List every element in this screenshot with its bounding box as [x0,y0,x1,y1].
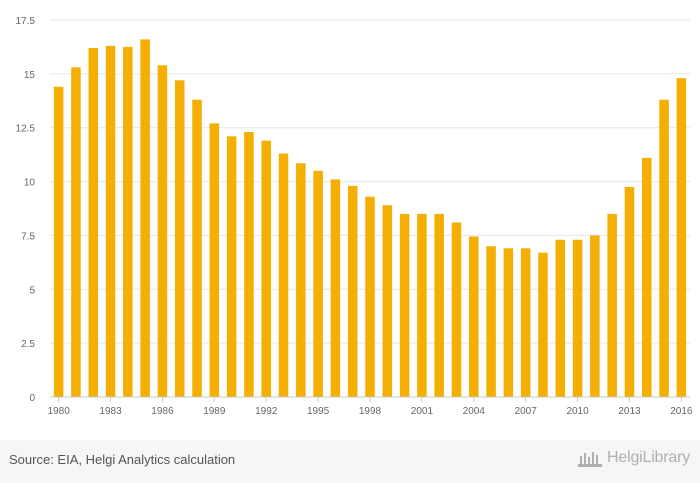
bar-2007 [520,248,531,397]
bar-1984 [123,46,133,398]
bar-1999 [382,205,393,397]
x-tick-label: 2010 [566,406,589,417]
bar-1990 [226,136,237,397]
x-tick-label: 2004 [463,406,486,417]
y-tick-label: 17.5 [16,16,36,27]
y-axis-tick-labels: 0 2.5 5 7.5 10 12.5 15 17.5 [16,16,36,404]
bar-2011 [590,235,600,397]
y-tick-label: 0 [29,393,35,404]
bar-1985 [140,39,150,397]
bar-1995 [313,170,323,397]
y-tick-label: 5 [29,285,35,296]
bar-2010 [572,239,583,397]
bar-1994 [296,163,306,397]
library-building-icon [578,452,603,467]
bar-2004 [469,236,479,397]
x-tick-label: 1986 [151,406,174,417]
brand-logo: HelgiLibrary [577,448,690,468]
x-tick-label: 1992 [255,406,278,417]
bar-2000 [399,213,410,397]
bar-2005 [486,246,496,397]
brand-name: HelgiLibrary [607,449,690,466]
bar-2008 [538,252,548,397]
bar-2001 [417,213,427,397]
x-tick-label: 1983 [99,406,122,417]
bar-1988 [192,99,202,398]
source-note: Source: EIA, Helgi Analytics calculation [9,452,236,467]
y-tick-label: 7.5 [21,231,35,242]
chart-footer: Source: EIA, Helgi Analytics calculation… [0,440,700,483]
bar-2006 [503,248,514,397]
bar-1989 [209,123,220,398]
bar-2009 [555,239,566,397]
bar-chart: 0 2.5 5 7.5 10 12.5 15 17.5 1980 1983 1986 1989 199… [16,16,693,417]
x-tick-label: 2001 [411,406,434,417]
x-tick-label: 1980 [48,406,71,417]
x-tick-label: 2013 [618,406,641,417]
x-tick-label: 2016 [670,406,693,417]
bar-1997 [347,185,358,397]
bar-1987 [174,80,185,397]
bar-1996 [330,179,341,397]
bar-2015 [659,99,669,398]
bar-1982 [88,48,98,398]
x-tick-label: 2007 [515,406,538,417]
bar-1980 [53,86,64,397]
x-tick-label: 1989 [203,406,226,417]
bar-2014 [642,157,652,397]
x-tick-label: 1998 [359,406,382,417]
y-tick-label: 10 [24,178,36,189]
bar-2013 [624,186,635,397]
bar-1993 [278,153,289,397]
bar-1998 [365,196,375,397]
bar-1986 [157,65,168,398]
bar-2016 [676,78,687,397]
bar-2012 [607,213,617,397]
bar-2002 [434,213,444,397]
y-tick-label: 15 [24,70,36,81]
bar-1992 [261,140,271,397]
bars [53,39,687,398]
bar-1981 [71,67,81,397]
bar-1991 [244,132,254,397]
bar-2003 [451,222,462,397]
y-tick-label: 2.5 [21,339,35,350]
y-tick-label: 12.5 [16,124,36,135]
bar-1983 [105,45,116,397]
x-tick-label: 1995 [307,406,330,417]
x-axis-tick-labels: 1980 1983 1986 1989 1992 1995 1998 2001 2004 2007… [48,397,693,417]
